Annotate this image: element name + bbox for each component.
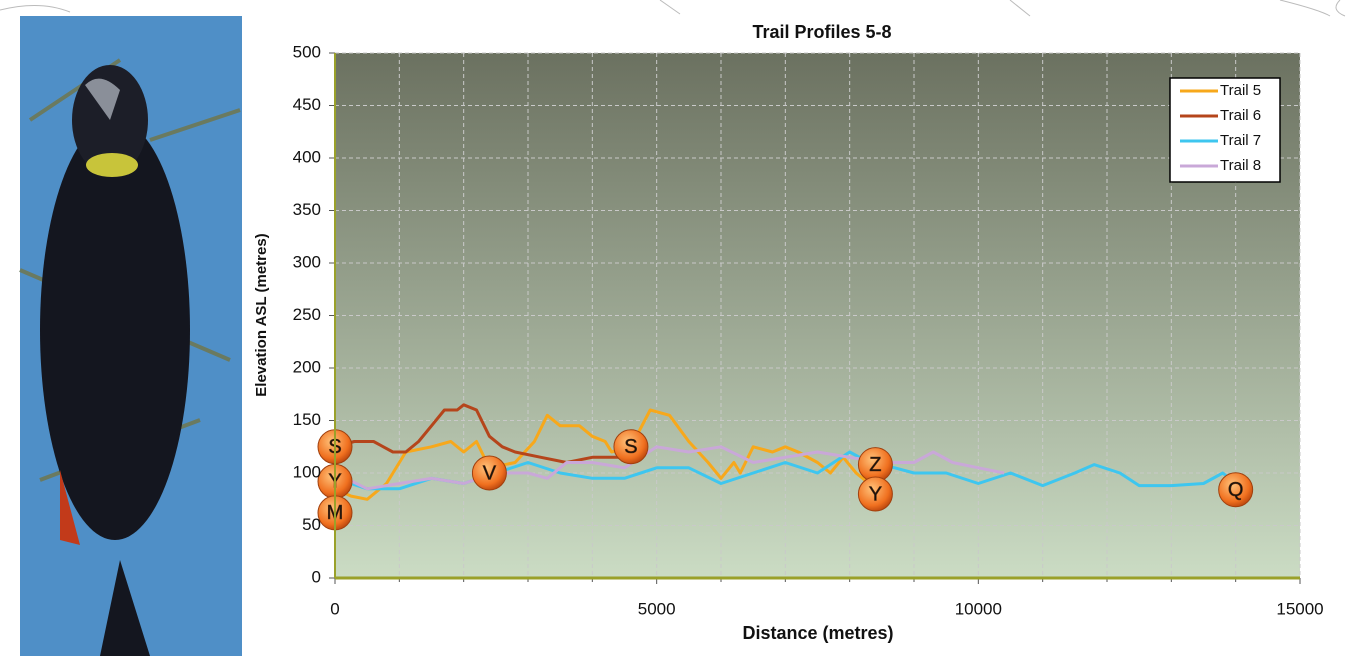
y-tick-label: 250 [293, 305, 321, 324]
x-tick-label: 0 [330, 599, 339, 618]
chart-title: Trail Profiles 5-8 [752, 22, 891, 42]
legend-label: Trail 6 [1220, 107, 1261, 124]
legend-label: Trail 5 [1220, 82, 1261, 99]
annotation-label: S [624, 436, 637, 458]
y-tick-label: 150 [293, 410, 321, 429]
x-tick-label: 5000 [638, 599, 676, 618]
y-tick-label: 50 [302, 515, 321, 534]
y-tick-label: 450 [293, 95, 321, 114]
annotation-label: Q [1228, 479, 1244, 501]
photo [20, 16, 242, 656]
legend-label: Trail 7 [1220, 132, 1261, 149]
y-tick-label: 350 [293, 200, 321, 219]
map-lines [0, 0, 1345, 16]
x-tick-label: 10000 [955, 599, 1002, 618]
y-tick-label: 100 [293, 462, 321, 481]
annotation-label: Z [869, 454, 881, 476]
y-tick-label: 200 [293, 357, 321, 376]
y-tick-label: 300 [293, 252, 321, 271]
y-tick-label: 500 [293, 42, 321, 61]
page: SYMVSZYQ Trail Profiles 5-8 Distance (me… [0, 0, 1365, 656]
y-axis-label: Elevation ASL (metres) [253, 233, 270, 396]
y-tick-label: 0 [312, 567, 321, 586]
y-tick-label: 400 [293, 147, 321, 166]
legend-label: Trail 8 [1220, 157, 1261, 174]
annotation-label: Y [869, 483, 882, 505]
x-axis-label: Distance (metres) [742, 623, 893, 643]
annotation-label: V [483, 462, 497, 484]
x-tick-label: 15000 [1276, 599, 1323, 618]
